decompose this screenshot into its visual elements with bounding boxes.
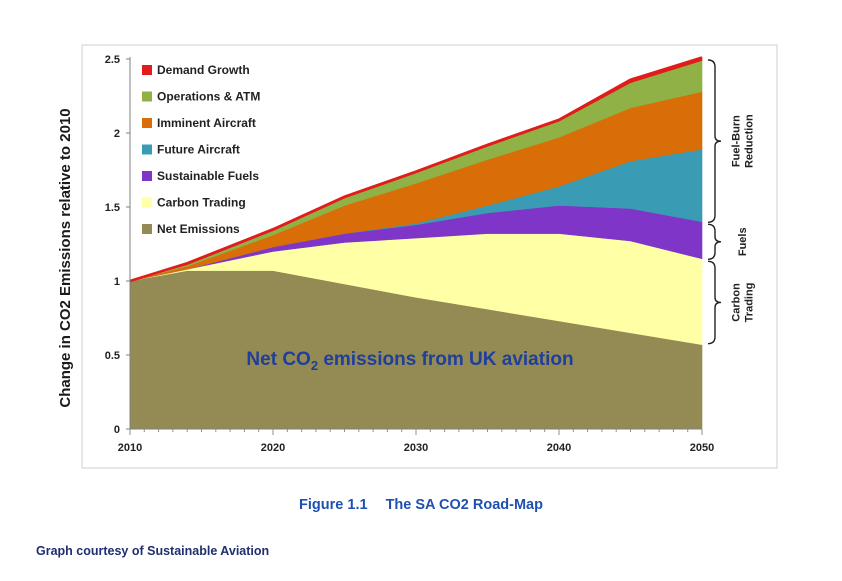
legend-label: Net Emissions <box>157 222 240 236</box>
y-tick-label: 0 <box>114 424 120 436</box>
bracket-label: Fuel-Burn <box>731 115 743 167</box>
area-layer <box>129 56 703 430</box>
bracket-shape <box>707 223 722 260</box>
legend-swatch <box>142 91 152 102</box>
figure-number: Figure 1.1 <box>299 497 368 513</box>
bracket-fuel-burn-reduction: Fuel-Burn Reduction <box>707 59 756 223</box>
bracket-shape <box>707 260 722 345</box>
y-tick-label: 2 <box>114 128 120 140</box>
x-tick-label: 2040 <box>547 442 571 454</box>
legend-swatch <box>142 65 152 75</box>
legend-item-carbon-trading: Carbon Trading <box>142 196 246 210</box>
bracket-fuels: Fuels <box>707 223 749 260</box>
x-tick-label: 2030 <box>404 442 428 454</box>
bracket-label: Fuels <box>737 227 749 256</box>
bracket-carbon-trading: Carbon Trading <box>707 260 756 345</box>
legend-swatch <box>142 118 152 128</box>
legend-item-operations-atm: Operations & ATM <box>142 90 260 104</box>
legend-item-demand-growth: Demand Growth <box>142 63 250 77</box>
axes: 0 0.5 1 1.5 2 2.5 2010 2020 2030 2040 2050 <box>105 54 715 454</box>
y-tick-label: 1.5 <box>105 202 120 214</box>
figure-title: The SA CO2 Road-Map <box>385 497 543 513</box>
x-tick-label: 2010 <box>118 442 142 454</box>
legend: Demand Growth Operations & ATM Imminent Ai… <box>142 63 260 236</box>
legend-label: Future Aircraft <box>157 143 240 157</box>
legend-label: Sustainable Fuels <box>157 169 259 183</box>
x-tick-label: 2020 <box>261 442 285 454</box>
x-tick-label: 2050 <box>690 442 714 454</box>
y-tick-label: 0.5 <box>105 350 120 362</box>
legend-swatch <box>142 171 152 181</box>
legend-swatch <box>142 197 152 208</box>
legend-label: Imminent Aircraft <box>157 116 256 130</box>
legend-label: Carbon Trading <box>157 196 246 210</box>
demand-growth-line <box>129 56 703 283</box>
legend-item-imminent-aircraft: Imminent Aircraft <box>142 116 256 130</box>
bracket-label: Trading <box>744 283 756 323</box>
y-tick-label: 1 <box>114 276 120 288</box>
bracket-label: Carbon <box>731 283 743 322</box>
legend-label: Demand Growth <box>157 63 250 77</box>
y-axis-label: Change in CO2 Emissions relative to 2010 <box>57 108 74 407</box>
y-tick-label: 2.5 <box>105 54 120 66</box>
legend-item-sustainable-fuels: Sustainable Fuels <box>142 169 259 183</box>
legend-swatch <box>142 144 152 155</box>
graph-credit: Graph courtesy of Sustainable Aviation <box>36 544 270 558</box>
figure-caption: Figure 1.1 The SA CO2 Road-Map <box>0 497 842 513</box>
legend-item-future-aircraft: Future Aircraft <box>142 143 240 157</box>
brackets: Fuel-Burn Reduction Fuels Carbon Trading <box>707 59 756 345</box>
legend-item-net-emissions: Net Emissions <box>142 222 240 236</box>
chart-annotation: Net CO2 emissions from UK aviation <box>246 349 573 373</box>
bracket-label: Reduction <box>744 114 756 168</box>
legend-swatch <box>142 224 152 234</box>
legend-label: Operations & ATM <box>157 90 260 104</box>
bracket-shape <box>707 59 722 223</box>
